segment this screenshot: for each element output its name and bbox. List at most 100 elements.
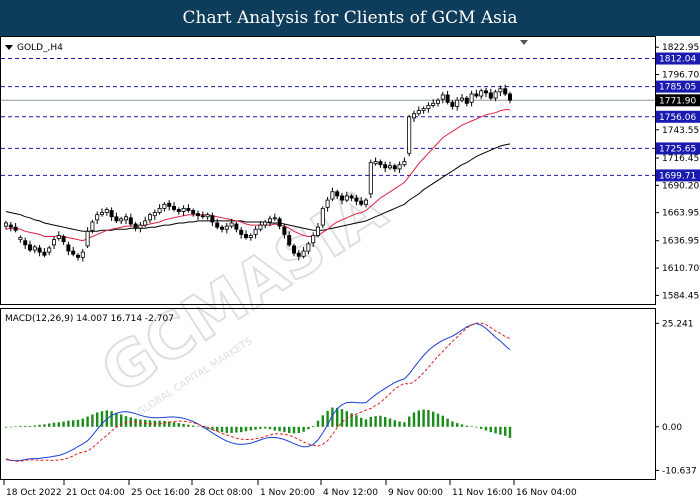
- time-tick-label: 25 Oct 16:00: [131, 488, 190, 498]
- candle-body: [42, 251, 47, 256]
- macd-axis: 25.241 0.00 -10.637: [655, 319, 697, 476]
- candle-body: [219, 226, 224, 230]
- level-tag: [656, 52, 700, 65]
- macd-histogram-bar: [384, 416, 387, 427]
- candle-body: [61, 236, 66, 243]
- macd-histogram-bar: [417, 410, 420, 427]
- macd-histogram-bar: [124, 416, 128, 427]
- macd-histogram-bar: [28, 425, 32, 427]
- candle-body: [469, 93, 474, 103]
- time-tick-label: 11 Nov 16:00: [452, 488, 513, 498]
- candle-body: [488, 92, 493, 99]
- candle-body: [378, 161, 383, 166]
- macd-histogram-bar: [451, 421, 454, 427]
- symbol-label: GOLD_,H4: [17, 43, 63, 53]
- candle-body: [330, 191, 335, 200]
- macd-histogram-bar: [340, 409, 344, 427]
- candle-body: [80, 251, 85, 258]
- macd-histogram-bar: [321, 415, 324, 427]
- macd-histogram-bar: [470, 426, 473, 427]
- candle-body: [383, 164, 388, 169]
- collapse-arrow-icon[interactable]: [5, 45, 13, 50]
- candle-body: [277, 218, 282, 227]
- macd-histogram-bar: [374, 416, 377, 427]
- candle-body: [445, 94, 450, 103]
- candle-body: [421, 108, 426, 112]
- macd-histogram-bar: [192, 425, 195, 427]
- macd-histogram-bar: [307, 426, 310, 430]
- macd-histogram-bar: [336, 407, 339, 427]
- candle-body: [455, 99, 460, 107]
- candle-body: [162, 203, 167, 209]
- candle-body: [152, 212, 157, 217]
- candle-body: [176, 209, 181, 212]
- macd-line: [5, 322, 511, 462]
- candle-body: [311, 235, 316, 244]
- macd-histogram-bar: [393, 420, 396, 427]
- macd-histogram-bar: [302, 426, 305, 432]
- candle-body: [66, 244, 71, 252]
- macd-histogram-bar: [480, 426, 483, 429]
- time-tick-label: 4 Nov 12:00: [323, 488, 378, 498]
- candle-body: [205, 214, 210, 218]
- candle-body: [315, 226, 320, 236]
- candle-body: [498, 88, 503, 93]
- candle-body: [325, 199, 330, 208]
- candle-body: [239, 229, 244, 235]
- candle-body: [147, 214, 152, 221]
- macd-histogram-bar: [326, 410, 329, 427]
- candle-body: [507, 93, 512, 101]
- candle-body: [47, 247, 52, 253]
- level-tag-label: 1756.06: [659, 113, 696, 123]
- macd-histogram-bar: [369, 416, 372, 427]
- macd-histogram-bar: [33, 425, 36, 427]
- macd-histogram-bar: [81, 418, 84, 427]
- ma-fast-line: [5, 109, 510, 242]
- candle-body: [272, 217, 277, 220]
- candle-body: [167, 202, 172, 207]
- macd-histogram-bar: [211, 426, 214, 431]
- candle-body: [4, 222, 9, 227]
- level-tag-label: 1812.04: [659, 55, 696, 65]
- macd-histogram-bar: [499, 426, 502, 435]
- candle-body: [191, 210, 196, 215]
- price-tick-label: 1822.95: [662, 43, 699, 53]
- candle-body: [52, 239, 57, 246]
- candle-body: [267, 218, 272, 223]
- candle-body: [104, 209, 109, 213]
- macd-histogram-bar: [163, 421, 166, 427]
- levels-layer: [1, 58, 655, 176]
- level-tag-label: 1699.71: [659, 171, 696, 181]
- macd-histogram-bar: [292, 426, 296, 434]
- level-tag: [656, 110, 700, 123]
- chart-background: [0, 36, 700, 500]
- level-tag-label: 1785.05: [659, 83, 696, 93]
- candle-body: [210, 215, 215, 223]
- macd-histogram-bar: [96, 412, 99, 427]
- time-tick-label: 9 Nov 00:00: [388, 488, 443, 498]
- moving-averages: [5, 109, 511, 242]
- candle-body: [56, 235, 61, 240]
- macd-histogram-bar: [48, 423, 51, 427]
- shift-marker-icon[interactable]: [520, 40, 528, 45]
- candle-body: [85, 230, 90, 247]
- page-title: Chart Analysis for Clients of GCM Asia: [0, 0, 700, 36]
- candle-body: [23, 240, 28, 246]
- macd-histogram-bar: [364, 419, 368, 427]
- candle-body: [76, 254, 81, 258]
- macd-histogram-bar: [446, 418, 449, 427]
- macd-histogram-bar: [14, 426, 17, 427]
- macd-histogram-bar: [436, 413, 440, 427]
- price-tick-label: 1610.70: [662, 264, 699, 274]
- candle-body: [349, 195, 354, 199]
- macd-histogram-bar: [86, 416, 89, 427]
- macd-histogram-bar: [350, 413, 353, 427]
- candle-body: [248, 235, 253, 238]
- level-tag: [656, 169, 700, 182]
- macd-histogram-bar: [38, 424, 41, 427]
- macd-histogram-bar: [489, 426, 492, 433]
- time-tick-label: 1 Nov 20:00: [260, 488, 315, 498]
- time-tick-label: 21 Oct 04:00: [66, 488, 125, 498]
- macd-histogram-bar: [331, 407, 334, 427]
- macd-histogram-bar: [278, 426, 281, 432]
